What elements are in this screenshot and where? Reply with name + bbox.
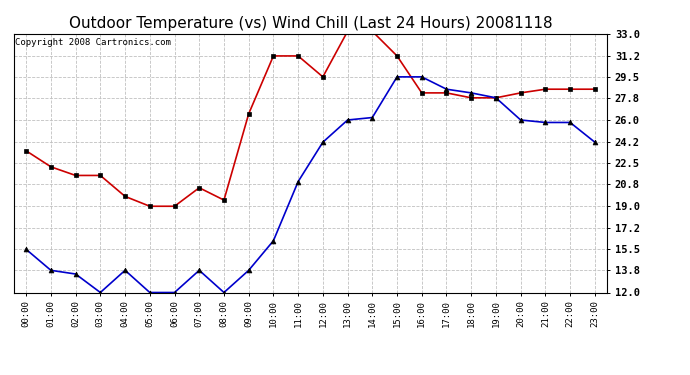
Title: Outdoor Temperature (vs) Wind Chill (Last 24 Hours) 20081118: Outdoor Temperature (vs) Wind Chill (Las… <box>69 16 552 31</box>
Text: Copyright 2008 Cartronics.com: Copyright 2008 Cartronics.com <box>15 38 171 46</box>
